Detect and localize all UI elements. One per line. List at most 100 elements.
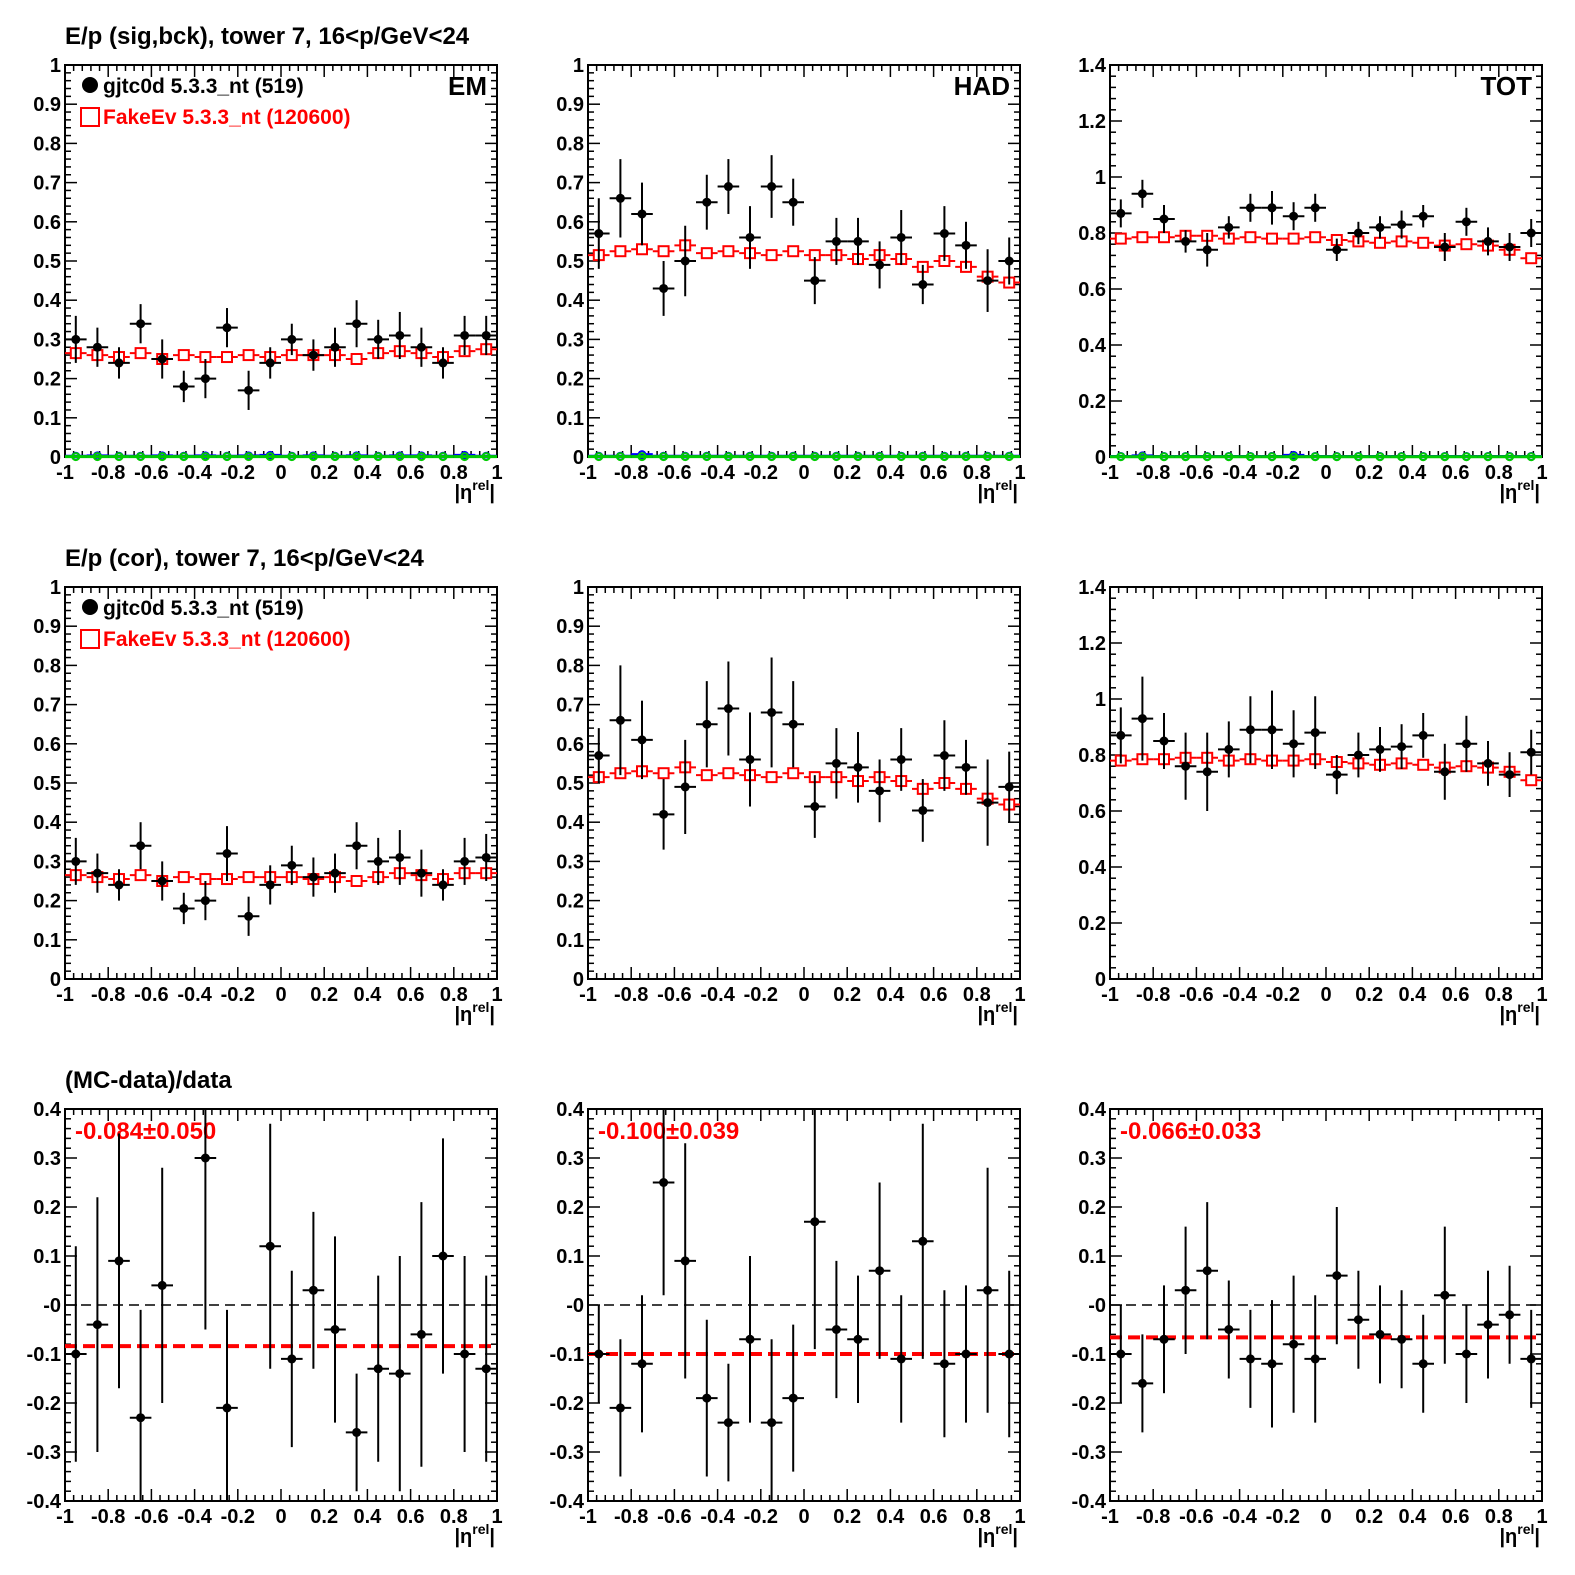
data-point xyxy=(92,1320,102,1330)
mc-point xyxy=(700,769,713,782)
x-tick-label: 1 xyxy=(1014,462,1025,484)
data-point xyxy=(1224,1325,1234,1334)
y-tick-label: 0.2 xyxy=(1078,913,1106,935)
row-title-sig-bck: E/p (sig,bck), tower 7, 16<p/GeV<24 xyxy=(65,23,470,50)
x-tick-label: -1 xyxy=(579,984,597,1006)
data-point xyxy=(481,1364,491,1374)
y-tick-label: -0.1 xyxy=(550,1344,584,1366)
x-tick-label: 1 xyxy=(1014,984,1025,1006)
data-point xyxy=(1505,1310,1515,1320)
x-tick-label: -0.8 xyxy=(1136,1506,1170,1528)
x-tick-label: 0.4 xyxy=(1398,1506,1427,1528)
x-tick-label: -0.4 xyxy=(177,1506,212,1528)
y-tick-label: 0.3 xyxy=(556,851,584,873)
data-point xyxy=(831,236,841,246)
data-point xyxy=(961,1349,971,1359)
mc-point xyxy=(1525,774,1538,787)
y-tick-label: 0.3 xyxy=(1078,1148,1106,1170)
background-point xyxy=(1483,452,1493,462)
x-tick-label: 1 xyxy=(1014,1506,1025,1528)
background-point xyxy=(1526,452,1536,462)
data-point xyxy=(157,1280,167,1290)
background-point xyxy=(416,452,426,462)
x-tick-label: -0.8 xyxy=(91,462,125,484)
background-point xyxy=(265,452,275,462)
data-point xyxy=(1181,1285,1191,1295)
data-point xyxy=(1526,228,1536,238)
background-point xyxy=(1375,452,1385,462)
data-point xyxy=(1267,203,1277,213)
x-tick-label: 0.6 xyxy=(397,462,425,484)
data-point xyxy=(1418,1359,1428,1369)
data-point xyxy=(939,1359,949,1369)
background-point xyxy=(1440,452,1450,462)
data-point xyxy=(1461,217,1471,227)
data-point xyxy=(723,704,733,714)
x-tick-label: -0.6 xyxy=(657,984,691,1006)
mc-point xyxy=(657,767,670,780)
y-tick-label: 1 xyxy=(573,55,584,77)
x-tick-label: 0.8 xyxy=(440,984,468,1006)
background-point xyxy=(114,452,124,462)
y-tick-label: 0.8 xyxy=(1078,223,1106,245)
data-point xyxy=(265,880,275,890)
data-point xyxy=(330,342,340,352)
data-point xyxy=(853,1334,863,1344)
data-point xyxy=(373,334,383,344)
data-point xyxy=(745,232,755,242)
data-point xyxy=(71,856,81,866)
x-tick-label: 0.6 xyxy=(1442,984,1470,1006)
chart-panel-row2-EM: -1 -0.8 -0.6 -0.4 -0.2 0 0.2 0.4 0.6 0.8 1 0 0.1 0.2 0… xyxy=(33,577,502,1026)
y-tick-label: 1.2 xyxy=(1078,111,1106,133)
data-point xyxy=(481,852,491,862)
data-point xyxy=(416,342,426,352)
y-tick-label: 0.5 xyxy=(33,773,61,795)
mc-point xyxy=(1374,236,1386,249)
data-point xyxy=(594,1349,604,1359)
x-tick-label: 0.6 xyxy=(397,1506,425,1528)
data-point xyxy=(244,385,254,395)
corner-label: EM xyxy=(448,71,487,101)
data-point xyxy=(680,782,690,792)
data-point xyxy=(1245,203,1255,213)
x-tick-label: 0.4 xyxy=(876,462,905,484)
background-point xyxy=(767,452,777,462)
data-point xyxy=(939,229,949,239)
background-point xyxy=(1202,452,1212,462)
row-title-ratio: (MC-data)/data xyxy=(65,1067,232,1094)
background-point xyxy=(1310,452,1320,462)
data-point xyxy=(438,358,448,368)
x-tick-label: 0.4 xyxy=(1398,462,1427,484)
x-tick-label: 0 xyxy=(1320,1506,1331,1528)
data-point xyxy=(200,896,210,906)
row-title-cor: E/p (cor), tower 7, 16<p/GeV<24 xyxy=(65,545,424,572)
data-point xyxy=(659,809,669,819)
x-tick-label: 0.2 xyxy=(310,462,338,484)
x-tick-label: 0 xyxy=(275,984,286,1006)
data-point xyxy=(961,762,971,772)
data-point xyxy=(1310,203,1320,213)
data-point xyxy=(1483,1320,1493,1330)
data-point xyxy=(1116,1349,1126,1359)
mc-point xyxy=(787,245,800,258)
x-tick-label: 0.6 xyxy=(920,984,948,1006)
legend-mc-marker xyxy=(80,107,100,127)
mc-point xyxy=(242,871,255,884)
y-tick-label: -0 xyxy=(1088,1295,1106,1317)
mc-point xyxy=(134,347,147,360)
data-point xyxy=(330,868,340,878)
data-point xyxy=(287,334,297,344)
background-point xyxy=(71,452,81,462)
y-tick-label: 0.4 xyxy=(33,812,62,834)
y-tick-label: 0.6 xyxy=(1078,801,1106,823)
y-tick-label: 0.6 xyxy=(33,734,61,756)
x-tick-label: -0.4 xyxy=(1222,984,1257,1006)
data-point xyxy=(1137,1378,1147,1388)
x-tick-label: -0.2 xyxy=(1266,984,1300,1006)
x-tick-label: 0.2 xyxy=(833,984,861,1006)
legend-data-label: gjtc0d 5.3.3_nt (519) xyxy=(103,597,304,620)
data-point xyxy=(460,856,470,866)
data-point xyxy=(767,182,777,192)
data-point xyxy=(1159,736,1169,746)
background-point xyxy=(875,452,885,462)
